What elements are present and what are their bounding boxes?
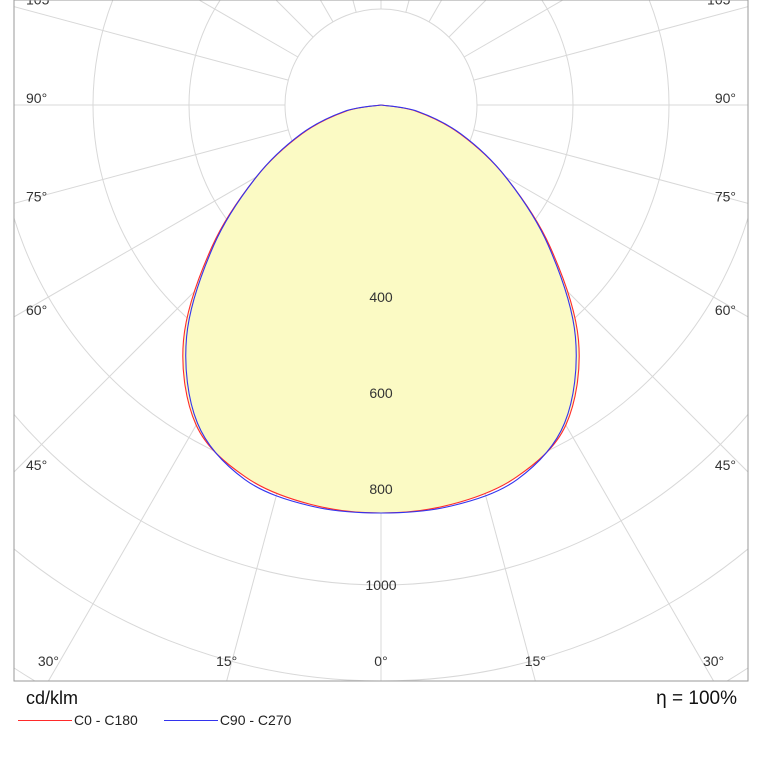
radial-tick-label: 400: [369, 289, 393, 305]
grid-spoke: [463, 152, 748, 318]
angle-tick-label-right: 90°: [715, 90, 736, 106]
angle-tick-label-bottom: 0°: [374, 653, 387, 669]
angle-tick-label-bottom: 30°: [38, 653, 59, 669]
angle-tick-label-bottom: 15°: [216, 653, 237, 669]
intensity-curves: [182, 104, 580, 514]
radial-tick-label: 600: [369, 385, 393, 401]
angle-tick-label-right: 45°: [715, 457, 736, 473]
radial-tick-label: 1000: [365, 577, 396, 593]
grid-spoke: [198, 0, 299, 58]
legend-item-c0-c180: C0 - C180: [18, 712, 138, 728]
angle-tick-label-bottom: 15°: [525, 653, 546, 669]
angle-tick-label-right: 105°: [707, 0, 736, 8]
grid-spoke: [473, 129, 748, 204]
legend-swatch-red: [18, 719, 72, 721]
legend: C0 - C180 C90 - C270: [18, 712, 317, 728]
legend-label: C90 - C270: [219, 712, 292, 728]
grid-spoke: [14, 129, 289, 204]
grid-spoke: [14, 152, 299, 318]
efficiency-label: η = 100%: [656, 688, 737, 709]
angle-tick-label-left: 45°: [26, 457, 47, 473]
angle-tick-label-left: 90°: [26, 90, 47, 106]
radial-tick-label: 800: [369, 481, 393, 497]
plot-frame: [13, 0, 749, 682]
angle-tick-label-right: 60°: [715, 302, 736, 318]
grid-spoke: [14, 6, 289, 81]
grid-spoke: [319, 0, 334, 23]
series-line-c90-c270: [185, 104, 577, 514]
legend-swatch-blue: [163, 719, 218, 721]
grid-spoke: [428, 0, 443, 23]
angle-tick-label-left: 75°: [26, 188, 47, 204]
angle-tick-label-bottom: 30°: [703, 653, 724, 669]
unit-label: cd/klm: [26, 688, 79, 708]
legend-item-c90-c270: C90 - C270: [163, 712, 292, 728]
polar-grid: [14, 0, 748, 681]
legend-label: C0 - C180: [74, 712, 138, 728]
angle-tick-label-left: 60°: [26, 302, 47, 318]
grid-spoke: [463, 0, 564, 58]
grid-spoke: [473, 6, 748, 81]
angle-tick-label-left: 105°: [26, 0, 55, 8]
polar-diagram: 400 600 800 1000 105° 90° 75° 60° 45° 30° 105° 90° 7…: [13, 0, 749, 682]
angle-tick-label-right: 75°: [715, 188, 736, 204]
distribution-fill: [182, 105, 580, 513]
axis-labels: 400 600 800 1000 105° 90° 75° 60° 45° 30° 105° 90° 7…: [26, 0, 736, 669]
